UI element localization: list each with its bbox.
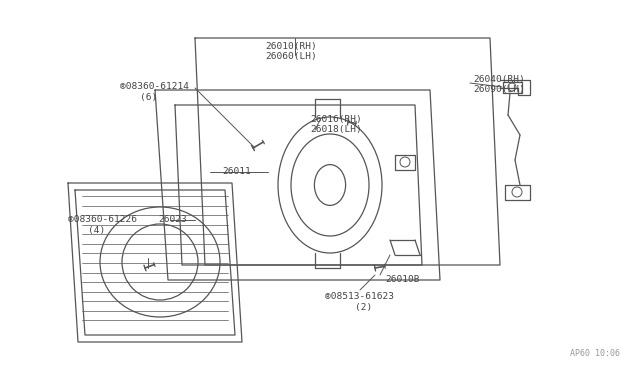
Text: 26011: 26011 [222,167,251,176]
Text: 26090(LH): 26090(LH) [473,85,525,94]
Text: ®08513-61623: ®08513-61623 [325,292,394,301]
Text: (2): (2) [355,303,372,312]
Text: AP60 10:06: AP60 10:06 [570,349,620,358]
Text: 26016(RH): 26016(RH) [310,115,362,124]
Text: ®08360-61214: ®08360-61214 [120,82,189,91]
Text: 26023: 26023 [158,215,187,224]
Text: 26010B: 26010B [385,275,419,284]
Text: 26010(RH): 26010(RH) [265,42,317,51]
Text: 26060(LH): 26060(LH) [265,52,317,61]
Text: (4): (4) [88,226,105,235]
Text: ®08360-61226: ®08360-61226 [68,215,137,224]
Text: 26018(LH): 26018(LH) [310,125,362,134]
Text: 26040(RH): 26040(RH) [473,75,525,84]
Text: (6): (6) [140,93,157,102]
